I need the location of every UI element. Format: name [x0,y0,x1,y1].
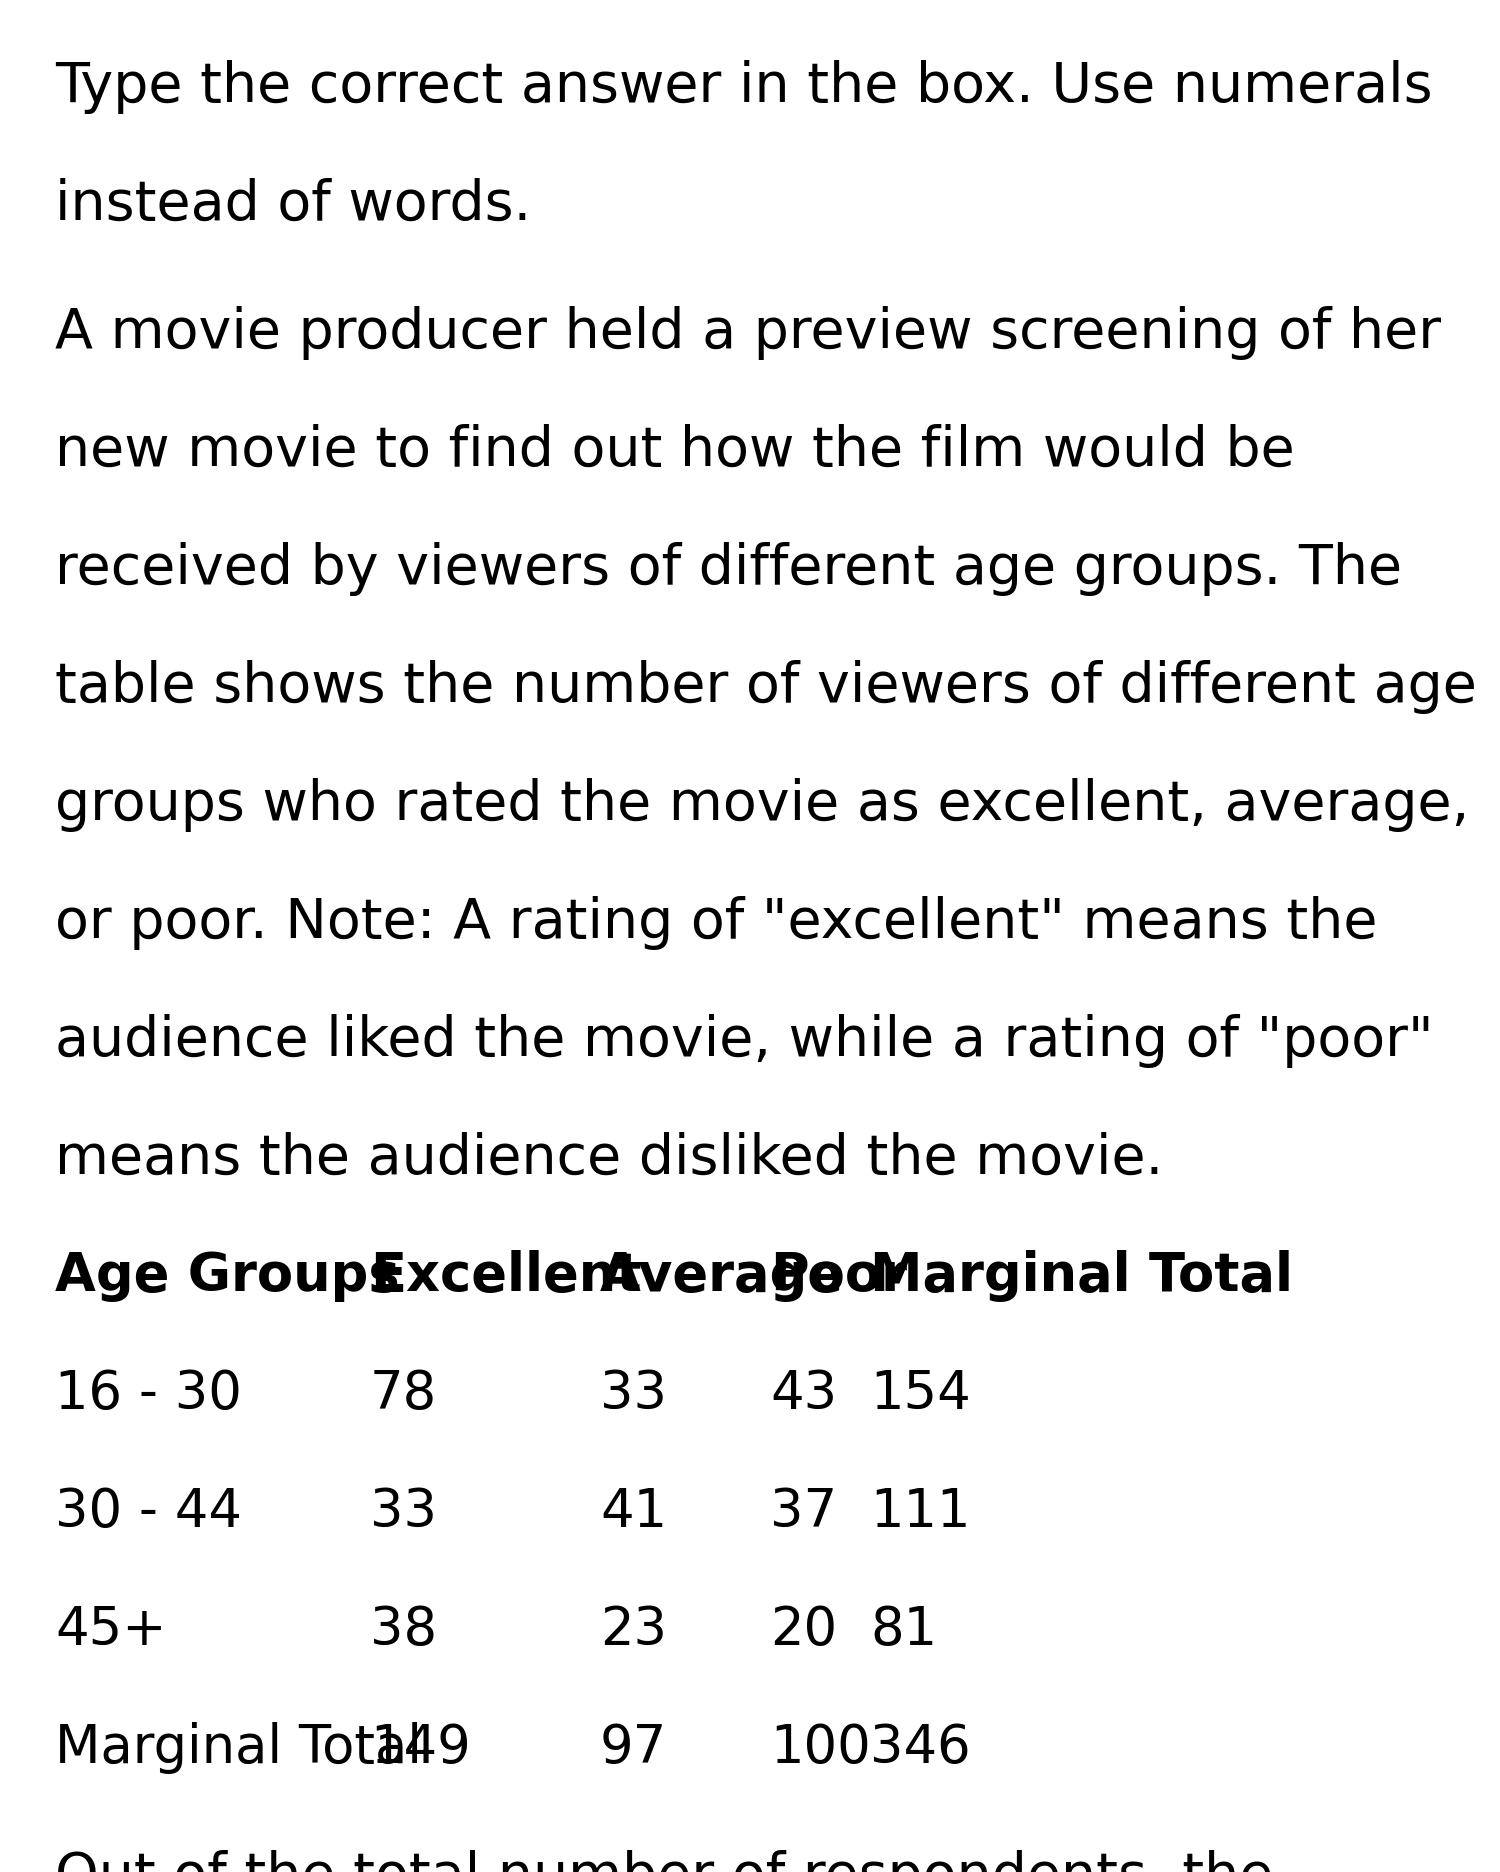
Text: groups who rated the movie as excellent, average,: groups who rated the movie as excellent,… [56,779,1468,831]
Text: 111: 111 [870,1486,970,1539]
Text: 41: 41 [600,1486,668,1539]
Text: 37: 37 [770,1486,837,1539]
Text: instead of words.: instead of words. [56,178,531,232]
Text: 33: 33 [600,1368,668,1421]
Text: 43: 43 [770,1368,837,1421]
Text: 81: 81 [870,1604,938,1657]
Text: 149: 149 [370,1722,471,1775]
Text: or poor. Note: A rating of "excellent" means the: or poor. Note: A rating of "excellent" m… [56,897,1377,949]
Text: 97: 97 [600,1722,668,1775]
Text: 33: 33 [370,1486,436,1539]
Text: Marginal Total: Marginal Total [870,1250,1293,1303]
Text: Average: Average [600,1250,844,1303]
Text: Out of the total number of respondents, the: Out of the total number of respondents, … [56,1850,1274,1872]
Text: 346: 346 [870,1722,970,1775]
Text: audience liked the movie, while a rating of "poor": audience liked the movie, while a rating… [56,1015,1434,1069]
Text: 30 - 44: 30 - 44 [56,1486,242,1539]
Text: 20: 20 [770,1604,837,1657]
Text: Type the correct answer in the box. Use numerals: Type the correct answer in the box. Use … [56,60,1432,114]
Text: 45+: 45+ [56,1604,166,1657]
Text: 38: 38 [370,1604,436,1657]
Text: Excellent: Excellent [370,1250,642,1303]
Text: Marginal Total: Marginal Total [56,1722,422,1775]
Text: new movie to find out how the film would be: new movie to find out how the film would… [56,423,1294,477]
Text: 16 - 30: 16 - 30 [56,1368,242,1421]
Text: 100: 100 [770,1722,870,1775]
Text: Poor: Poor [770,1250,908,1303]
Text: received by viewers of different age groups. The: received by viewers of different age gro… [56,543,1402,595]
Text: Age Groups: Age Groups [56,1250,399,1303]
Text: 154: 154 [870,1368,970,1421]
Text: 78: 78 [370,1368,438,1421]
Text: A movie producer held a preview screening of her: A movie producer held a preview screenin… [56,305,1442,359]
Text: 23: 23 [600,1604,668,1657]
Text: means the audience disliked the movie.: means the audience disliked the movie. [56,1133,1164,1187]
Text: table shows the number of viewers of different age: table shows the number of viewers of dif… [56,661,1478,713]
